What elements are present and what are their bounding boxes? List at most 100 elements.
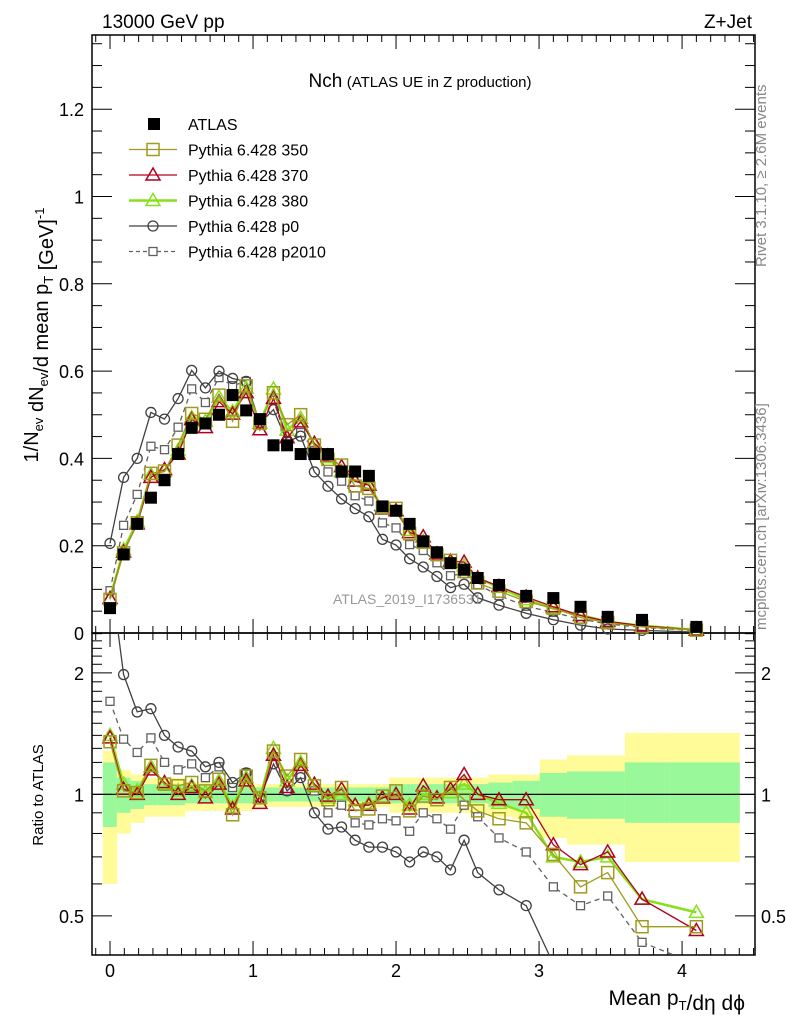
label-part: dN xyxy=(26,386,48,417)
point-atlas xyxy=(117,548,130,561)
point-atlas xyxy=(349,465,362,478)
y-tick-label: 0.2 xyxy=(59,537,84,557)
ratio-line-pythia-6-428-370 xyxy=(109,737,697,932)
inner-band-bin xyxy=(624,762,670,823)
rivet-label: Rivet 3.1.10, ≥ 2.6M events xyxy=(753,85,770,268)
point-pythia-6-428-p0 xyxy=(117,471,130,484)
ratio-point-pythia-6-428-350 xyxy=(443,780,458,795)
point-pythia-6-428-p0 xyxy=(349,502,361,515)
point-pythia-6-428-p2010 xyxy=(173,422,183,432)
ratio-point-pythia-6-428-350 xyxy=(212,772,226,786)
ratio-point-pythia-6-428-p2010 xyxy=(159,757,170,768)
label-part: 1/N xyxy=(21,431,43,462)
ratio-point-pythia-6-428-370 xyxy=(572,856,589,871)
x-tick-label: 2 xyxy=(391,961,401,981)
ratio-point-pythia-6-428-350 xyxy=(198,784,213,798)
point-pythia-6-428-350 xyxy=(144,466,158,481)
point-pythia-6-428-p2010 xyxy=(146,441,156,451)
point-pythia-6-428-p0 xyxy=(104,537,116,550)
ratio-point-pythia-6-428-370 xyxy=(169,785,187,801)
ratio-point-pythia-6-428-380 xyxy=(128,782,146,797)
point-atlas xyxy=(240,404,253,417)
point-pythia-6-428-370 xyxy=(265,389,282,405)
ratio-point-pythia-6-428-p0 xyxy=(295,771,307,784)
ratio-point-pythia-6-428-350 xyxy=(144,758,158,773)
ratio-point-pythia-6-428-380 xyxy=(688,903,705,919)
ratio-point-pythia-6-428-350 xyxy=(171,779,185,793)
x-tick-label: 0 xyxy=(105,961,115,981)
point-pythia-6-428-p0 xyxy=(417,561,429,573)
ratio-point-pythia-6-428-p0 xyxy=(376,841,389,853)
point-atlas xyxy=(430,546,443,559)
ratio-point-pythia-6-428-350 xyxy=(375,789,390,803)
point-atlas xyxy=(335,465,348,478)
ratio-tick-label-right: 1 xyxy=(761,785,771,805)
ratio-tick-label-right: 2 xyxy=(761,664,771,684)
ratio-point-pythia-6-428-p2010 xyxy=(603,891,613,901)
point-pythia-6-428-p0 xyxy=(131,452,143,465)
ratio-point-pythia-6-428-p2010 xyxy=(548,882,559,892)
point-pythia-6-428-350 xyxy=(184,406,199,421)
label-part: T xyxy=(679,998,687,1013)
point-atlas xyxy=(281,439,294,452)
ratio-point-pythia-6-428-350 xyxy=(362,802,376,816)
ratio-point-pythia-6-428-350 xyxy=(470,804,485,818)
ratio-point-pythia-6-428-370 xyxy=(599,843,617,858)
ratio-point-pythia-6-428-p2010 xyxy=(173,765,183,775)
ratio-point-pythia-6-428-350 xyxy=(239,769,253,783)
y-tick-label: 1 xyxy=(74,188,84,208)
label-part: [GeV] xyxy=(36,219,58,276)
mcplots-label: mcplots.cern.ch [arXiv:1306.3436] xyxy=(753,403,770,630)
ratio-point-pythia-6-428-350 xyxy=(348,804,362,818)
ratio-point-pythia-6-428-350 xyxy=(546,847,561,862)
ratio-point-pythia-6-428-380 xyxy=(572,853,589,868)
point-atlas xyxy=(690,620,703,633)
ratio-point-pythia-6-428-p0 xyxy=(349,834,361,846)
point-atlas xyxy=(444,557,457,570)
point-pythia-6-428-p0 xyxy=(226,372,239,385)
ratio-point-pythia-6-428-p0 xyxy=(226,776,239,789)
ratio-point-pythia-6-428-p0 xyxy=(403,856,416,868)
header-left: 13000 GeV pp xyxy=(102,12,225,33)
ratio-point-pythia-6-428-370 xyxy=(210,775,228,790)
point-pythia-6-428-p0 xyxy=(403,553,416,565)
point-atlas xyxy=(471,572,484,585)
ratio-tick-label-right: 0.5 xyxy=(761,907,786,927)
ratio-point-pythia-6-428-380 xyxy=(545,848,562,863)
ratio-point-pythia-6-428-350 xyxy=(157,777,172,791)
point-atlas xyxy=(493,578,506,591)
ratio-point-pythia-6-428-p2010 xyxy=(377,814,388,824)
point-pythia-6-428-p0 xyxy=(335,493,348,505)
point-atlas xyxy=(636,613,649,626)
inner-band-bin xyxy=(669,762,740,823)
ratio-point-pythia-6-428-p2010 xyxy=(200,772,211,783)
ratio-point-pythia-6-428-p0 xyxy=(472,866,484,879)
ratio-point-pythia-6-428-350 xyxy=(280,769,294,783)
inner-band-bin xyxy=(566,771,595,819)
legend: ATLAS Pythia 6.428 350 Pythia 6.428 370 Pyt… xyxy=(129,117,326,262)
ratio-point-pythia-6-428-350 xyxy=(225,808,240,822)
point-atlas xyxy=(267,439,280,452)
ratio-point-pythia-6-428-p2010 xyxy=(404,826,415,836)
point-atlas xyxy=(574,600,587,613)
point-pythia-6-428-p2010 xyxy=(187,384,197,394)
point-pythia-6-428-p0 xyxy=(431,570,443,583)
chart-title: Nch (ATLAS UE in Z production) xyxy=(308,71,531,92)
ratio-point-pythia-6-428-370 xyxy=(490,791,508,806)
point-pythia-6-428-p2010 xyxy=(214,372,224,383)
y-tick-label: 0.6 xyxy=(59,362,84,382)
point-atlas xyxy=(403,517,416,530)
ratio-point-pythia-6-428-p0 xyxy=(131,706,143,718)
point-pythia-6-428-p0 xyxy=(493,599,505,611)
ratio-point-pythia-6-428-380 xyxy=(169,782,187,797)
point-pythia-6-428-p2010 xyxy=(200,397,211,408)
ratio-point-pythia-6-428-370 xyxy=(237,772,255,787)
ratio-point-pythia-6-428-350 xyxy=(519,816,533,830)
point-atlas xyxy=(601,610,614,623)
ratio-point-pythia-6-428-370 xyxy=(251,794,269,810)
ratio-point-pythia-6-428-350 xyxy=(457,792,471,807)
ratio-point-pythia-6-428-p0 xyxy=(458,834,470,846)
y-tick-label: 1.2 xyxy=(59,100,84,120)
point-pythia-6-428-350 xyxy=(239,379,253,393)
